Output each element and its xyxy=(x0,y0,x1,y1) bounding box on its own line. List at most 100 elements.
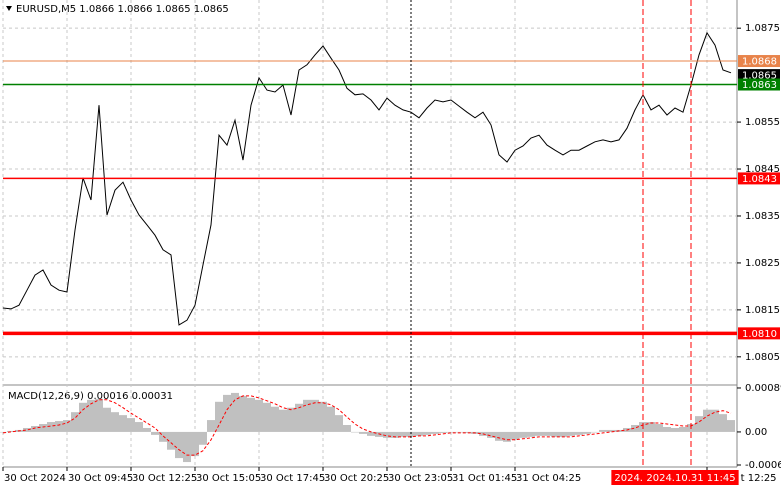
price-label-box xyxy=(738,172,780,185)
histogram-bar xyxy=(711,409,719,432)
histogram-bar xyxy=(647,422,655,432)
histogram-bar xyxy=(207,420,215,432)
price-label: 1.0843 xyxy=(742,174,777,185)
y-tick-label: 1.0815 xyxy=(745,305,780,316)
histogram-bar xyxy=(383,431,391,438)
histogram-bar xyxy=(127,418,135,432)
histogram-bar xyxy=(559,431,567,437)
x-tick-label: 31 Oct 04:25 xyxy=(516,473,581,484)
signal-line xyxy=(2,395,732,456)
histogram-bar xyxy=(95,398,103,432)
histogram-bar xyxy=(671,427,679,432)
histogram-bar xyxy=(271,406,279,432)
histogram-bar xyxy=(367,431,375,436)
histogram-bar xyxy=(519,431,527,438)
y-tick-label: 0.00089 xyxy=(745,383,781,394)
x-tick-label: 30 Oct 2024 xyxy=(4,473,66,484)
y-tick-label: 1.0875 xyxy=(745,23,780,34)
histogram-bar xyxy=(23,427,31,432)
histogram-bar xyxy=(175,431,183,459)
y-tick-label: 0.00 xyxy=(745,427,767,438)
histogram-bar xyxy=(279,409,287,432)
histogram-bar xyxy=(71,412,79,432)
histogram-bar xyxy=(55,421,63,432)
histogram-bar xyxy=(343,425,351,432)
histogram-bar xyxy=(655,424,663,432)
y-tick-label: 1.0805 xyxy=(745,352,780,363)
marker-label: 2024.10.31 11:45 xyxy=(646,473,735,484)
price-label: 1.0810 xyxy=(742,329,777,340)
histogram-bar xyxy=(575,431,583,435)
histogram-bar xyxy=(399,431,407,437)
price-label-box xyxy=(738,327,780,340)
histogram-bar xyxy=(543,431,551,436)
x-tick-label: 30 Oct 09:45 xyxy=(68,473,133,484)
histogram-bar xyxy=(223,394,231,432)
histogram-bar xyxy=(87,399,95,432)
histogram-bar xyxy=(263,402,271,432)
histogram-bar xyxy=(303,399,311,432)
x-tick-label: 30 Oct 15:05 xyxy=(196,473,261,484)
histogram-bar xyxy=(415,431,423,436)
histogram-bar xyxy=(703,409,711,432)
y-tick-label: 1.0825 xyxy=(745,258,780,269)
histogram-bar xyxy=(431,431,439,434)
price-label: 1.0868 xyxy=(742,57,777,68)
histogram-bar xyxy=(663,426,671,432)
y-tick-label: -0.00067 xyxy=(745,460,781,471)
histogram-bar xyxy=(191,431,199,457)
histogram-bar xyxy=(311,399,319,432)
histogram-bar xyxy=(239,395,247,432)
y-tick-label: 1.0855 xyxy=(745,117,780,128)
y-tick-label: 1.0845 xyxy=(745,164,780,175)
histogram-bar xyxy=(487,431,495,438)
histogram-bar xyxy=(327,406,335,432)
histogram-bar xyxy=(439,431,447,433)
price-label-box xyxy=(738,78,780,91)
histogram-bar xyxy=(31,426,39,432)
marks xyxy=(0,31,735,463)
histogram-bar xyxy=(295,403,303,432)
menu-arrow xyxy=(6,6,12,11)
histogram-bar xyxy=(151,431,159,435)
y-tick-label: 1.0835 xyxy=(745,211,780,222)
price-label: 1.0863 xyxy=(742,80,777,91)
indicator-title: MACD(12,26,9) 0.00016 0.00031 xyxy=(8,391,173,402)
histogram-bar xyxy=(599,429,607,432)
histogram-bar xyxy=(463,431,471,433)
price-label-box xyxy=(738,55,780,68)
grid xyxy=(2,0,737,466)
chart-title: EURUSD,M5 1.0866 1.0866 1.0865 1.0865 xyxy=(16,4,229,15)
histogram-bar xyxy=(247,397,255,432)
histogram-bar xyxy=(511,431,519,440)
x-tick-label: 30 Oct 23:05 xyxy=(388,473,453,484)
histogram-bar xyxy=(79,402,87,432)
marker-label-box xyxy=(643,470,739,485)
histogram-bar xyxy=(423,431,431,435)
x-tick-label: 30 Oct 20:25 xyxy=(324,473,389,484)
histogram-bar xyxy=(359,431,367,434)
histogram-bar xyxy=(287,407,295,432)
histogram-bar xyxy=(7,430,15,432)
histogram-bar xyxy=(527,431,535,437)
price-label: 1.0865 xyxy=(742,71,777,82)
histogram-bar xyxy=(103,407,111,432)
histogram-bar xyxy=(719,414,727,432)
histogram-bar xyxy=(199,431,207,445)
histogram-bar xyxy=(631,425,639,432)
histogram-bar xyxy=(503,431,511,442)
histogram-bar xyxy=(679,426,687,432)
marker-label: 2024.10.31 xyxy=(614,473,671,484)
histogram-bar xyxy=(231,392,239,432)
histogram-bar xyxy=(535,431,543,436)
histogram-bar xyxy=(583,431,591,434)
price-label-box xyxy=(738,69,780,82)
histogram-bar xyxy=(183,431,191,463)
histogram-bar xyxy=(407,431,415,437)
histogram-bar xyxy=(695,416,703,432)
histogram-bar xyxy=(391,431,399,438)
price-line xyxy=(2,31,732,326)
